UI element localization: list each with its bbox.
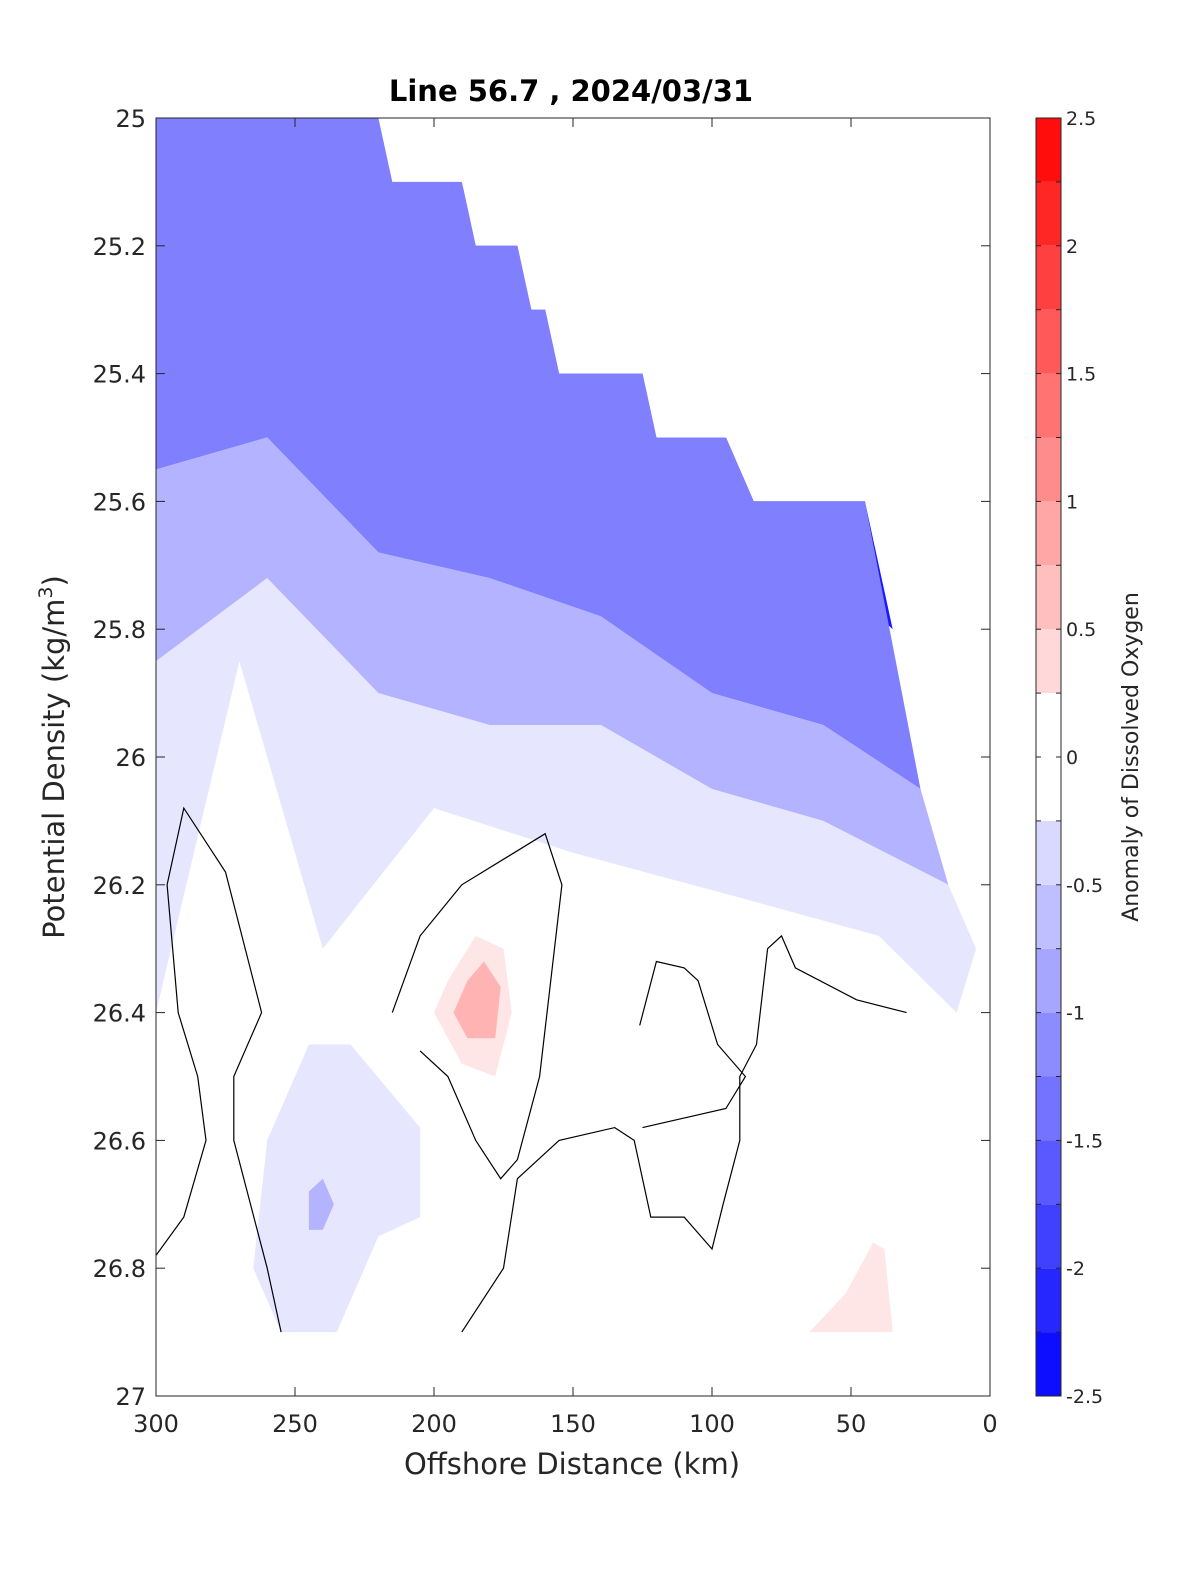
colorbar-segment <box>1036 757 1061 821</box>
colorbar-segment <box>1036 309 1061 374</box>
colorbar-tick-label: 0.5 <box>1066 619 1096 641</box>
colorbar-segment <box>1036 181 1061 246</box>
colorbar-segment <box>1036 693 1061 757</box>
contour-region-5 <box>253 1044 421 1333</box>
y-tick-label: 26.2 <box>93 872 146 900</box>
colorbar-segment <box>1036 884 1061 949</box>
colorbar-segment <box>1036 118 1061 182</box>
y-tick-label: 26.6 <box>93 1127 146 1155</box>
colorbar-segment <box>1036 948 1061 1013</box>
colorbar-segment <box>1036 1268 1061 1333</box>
colorbar-segment <box>1036 501 1061 566</box>
colorbar-tick-label: -2 <box>1066 1258 1085 1280</box>
colorbar: 2.5 2 1.5 1 0.5 0 -0.5 -1 -1.5 -2 -2.5 <box>1035 108 1103 1408</box>
colorbar-segment <box>1036 1140 1061 1205</box>
colorbar-tick-label: -2.5 <box>1066 1386 1103 1408</box>
x-axis-label: Offshore Distance (km) <box>404 1447 740 1481</box>
zero-contour-line-1 <box>391 832 563 1180</box>
x-tick-label: 300 <box>133 1410 179 1438</box>
chart-title: Line 56.7 , 2024/03/31 <box>389 74 753 108</box>
colorbar-segment <box>1036 245 1061 310</box>
y-tick-label: 26.4 <box>93 1000 146 1028</box>
colorbar-tick-label: -1 <box>1066 1003 1085 1025</box>
colorbar-label: Anomaly of Dissolved Oxygen <box>1119 592 1144 922</box>
zero-contour-line-0 <box>156 806 282 1333</box>
y-axis-label-main: Potential Density (kg/m <box>37 599 71 939</box>
y-axis-label-suffix: ) <box>37 575 71 586</box>
contour-layer <box>156 118 977 1333</box>
colorbar-segment <box>1036 820 1061 885</box>
colorbar-segment <box>1036 1012 1061 1077</box>
colorbar-tick-label: 2 <box>1066 236 1078 258</box>
contour-region-3 <box>156 437 949 885</box>
colorbar-segment <box>1036 1204 1061 1269</box>
y-tick-label: 26 <box>115 744 146 772</box>
x-tick-label: 100 <box>689 1410 735 1438</box>
y-tick-label: 25.2 <box>93 233 146 261</box>
colorbar-tick-label: 1.5 <box>1066 364 1096 386</box>
y-tick-label: 25 <box>115 105 146 133</box>
y-axis-label: Potential Density (kg/m3) <box>35 575 71 939</box>
y-axis-label-superscript: 3 <box>35 586 57 598</box>
contour-region-4 <box>156 578 977 1013</box>
colorbar-segment <box>1036 1332 1061 1396</box>
zero-contour-line-2 <box>639 960 747 1129</box>
y-axis: 25 25.2 25.4 25.6 25.8 26 26.2 26.4 26.6 26.8 27 <box>93 105 990 1411</box>
x-tick-label: 50 <box>836 1410 867 1438</box>
colorbar-tick-label: 1 <box>1066 491 1078 513</box>
y-tick-label: 25.6 <box>93 488 146 516</box>
contour-region-8 <box>453 961 501 1039</box>
y-tick-label: 25.4 <box>93 361 146 389</box>
colorbar-tick-label: -0.5 <box>1066 875 1103 897</box>
x-tick-label: 200 <box>411 1410 457 1438</box>
x-tick-label: 150 <box>550 1410 596 1438</box>
y-tick-label: 27 <box>115 1383 146 1411</box>
contour-region-2 <box>156 118 921 789</box>
colorbar-segment <box>1036 373 1061 438</box>
y-tick-label: 26.8 <box>93 1255 146 1283</box>
x-tick-label: 0 <box>982 1410 997 1438</box>
colorbar-segment <box>1036 565 1061 630</box>
colorbar-tick-label: -1.5 <box>1066 1130 1103 1152</box>
y-tick-label: 25.8 <box>93 616 146 644</box>
colorbar-frame <box>1035 117 1062 1397</box>
colorbar-tick-label: 2.5 <box>1066 108 1096 130</box>
zero-contour-line-3 <box>461 934 907 1333</box>
colorbar-tick-label: 0 <box>1066 747 1078 769</box>
contour-region-9 <box>809 1242 893 1333</box>
colorbar-segment <box>1036 437 1061 502</box>
x-axis: 300 250 200 150 100 50 0 <box>133 118 998 1438</box>
colorbar-segment <box>1036 1076 1061 1141</box>
contour-region-6 <box>308 1178 334 1230</box>
x-tick-label: 250 <box>272 1410 318 1438</box>
colorbar-segment <box>1036 629 1061 694</box>
